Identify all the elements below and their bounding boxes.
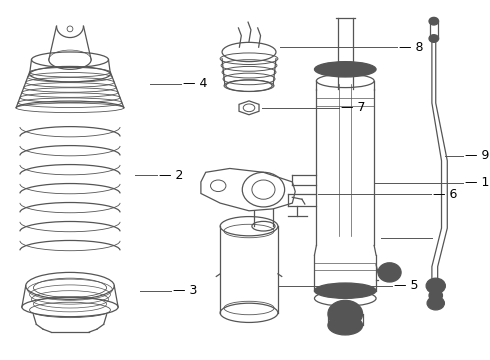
Text: — 1: — 1 [465, 176, 489, 189]
Polygon shape [239, 101, 259, 115]
Ellipse shape [378, 263, 401, 282]
Text: — 2: — 2 [159, 169, 183, 182]
Text: — 9: — 9 [465, 149, 489, 162]
Text: — 3: — 3 [173, 284, 197, 297]
Text: — 4: — 4 [183, 77, 207, 90]
Ellipse shape [427, 297, 444, 310]
Ellipse shape [315, 283, 376, 298]
Ellipse shape [426, 278, 445, 293]
Polygon shape [201, 168, 295, 211]
Bar [430, 21, 438, 39]
Ellipse shape [328, 300, 363, 327]
Ellipse shape [429, 290, 442, 301]
Text: — 5: — 5 [394, 279, 419, 292]
Ellipse shape [429, 17, 439, 25]
Text: — 6: — 6 [433, 188, 457, 201]
Ellipse shape [315, 62, 376, 77]
Ellipse shape [328, 316, 363, 335]
Text: — 7: — 7 [342, 101, 366, 114]
Ellipse shape [429, 35, 439, 42]
Text: — 8: — 8 [399, 41, 424, 54]
